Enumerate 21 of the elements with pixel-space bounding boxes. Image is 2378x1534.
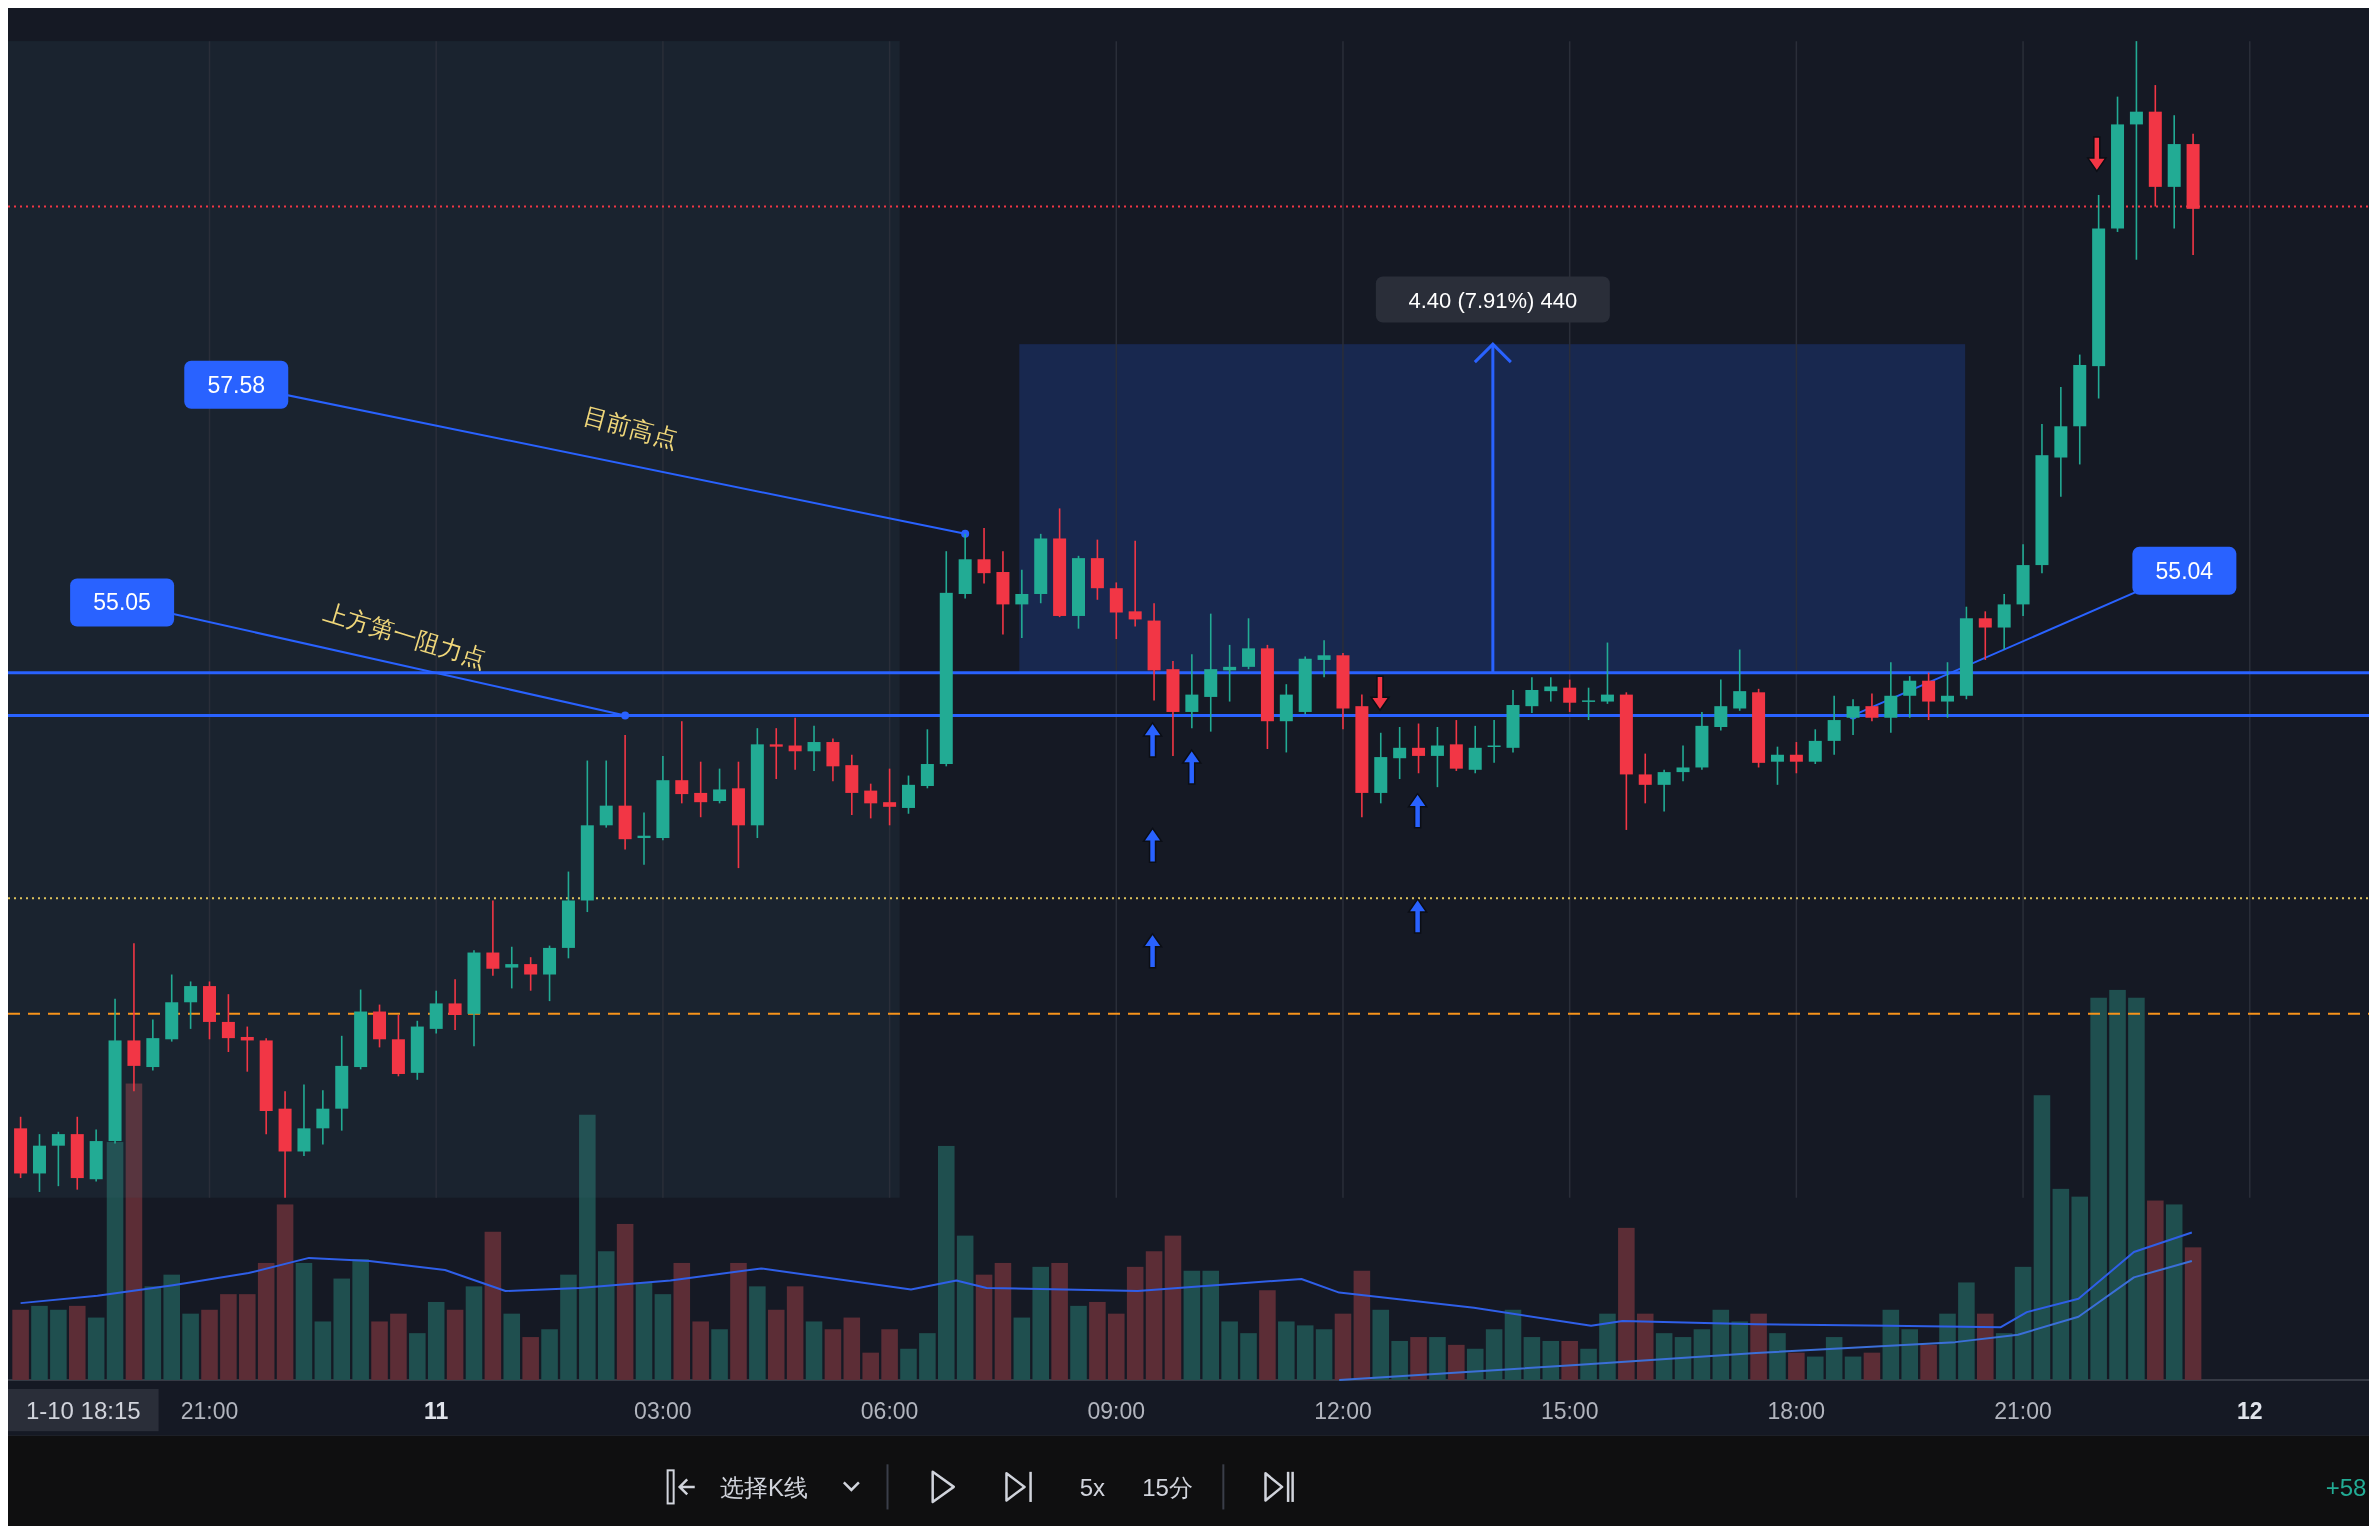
x-tick-label: 12:00	[1314, 1398, 1372, 1425]
annotation: 55.05	[93, 589, 151, 616]
x-tick-label: 18:00	[1767, 1398, 1826, 1425]
annotation: 上方第一阻力点	[320, 597, 490, 673]
text: 1-10 18:15	[25, 1397, 141, 1425]
x-tick-label: 21:00	[180, 1398, 239, 1425]
text: 选择K线	[720, 1473, 809, 1501]
text: +58	[2325, 1473, 2367, 1501]
annotation: 目前高点	[580, 402, 681, 453]
annotation: 55.04	[2155, 557, 2214, 584]
annotation: 57.58	[207, 371, 266, 398]
x-tick-label: 12	[2236, 1398, 2263, 1425]
x-tick-label: 21:00	[1994, 1398, 2052, 1425]
x-tick-label: 03:00	[634, 1398, 692, 1425]
x-tick-label: 15:00	[1540, 1398, 1599, 1425]
text: 5x	[1079, 1473, 1105, 1501]
x-tick-label: 09:00	[1087, 1398, 1146, 1425]
text: 15分	[1142, 1473, 1193, 1501]
annotation: 4.40 (7.91%) 440	[1408, 288, 1578, 314]
x-tick-label: 06:00	[860, 1398, 919, 1425]
x-tick-label: 11	[424, 1398, 449, 1425]
